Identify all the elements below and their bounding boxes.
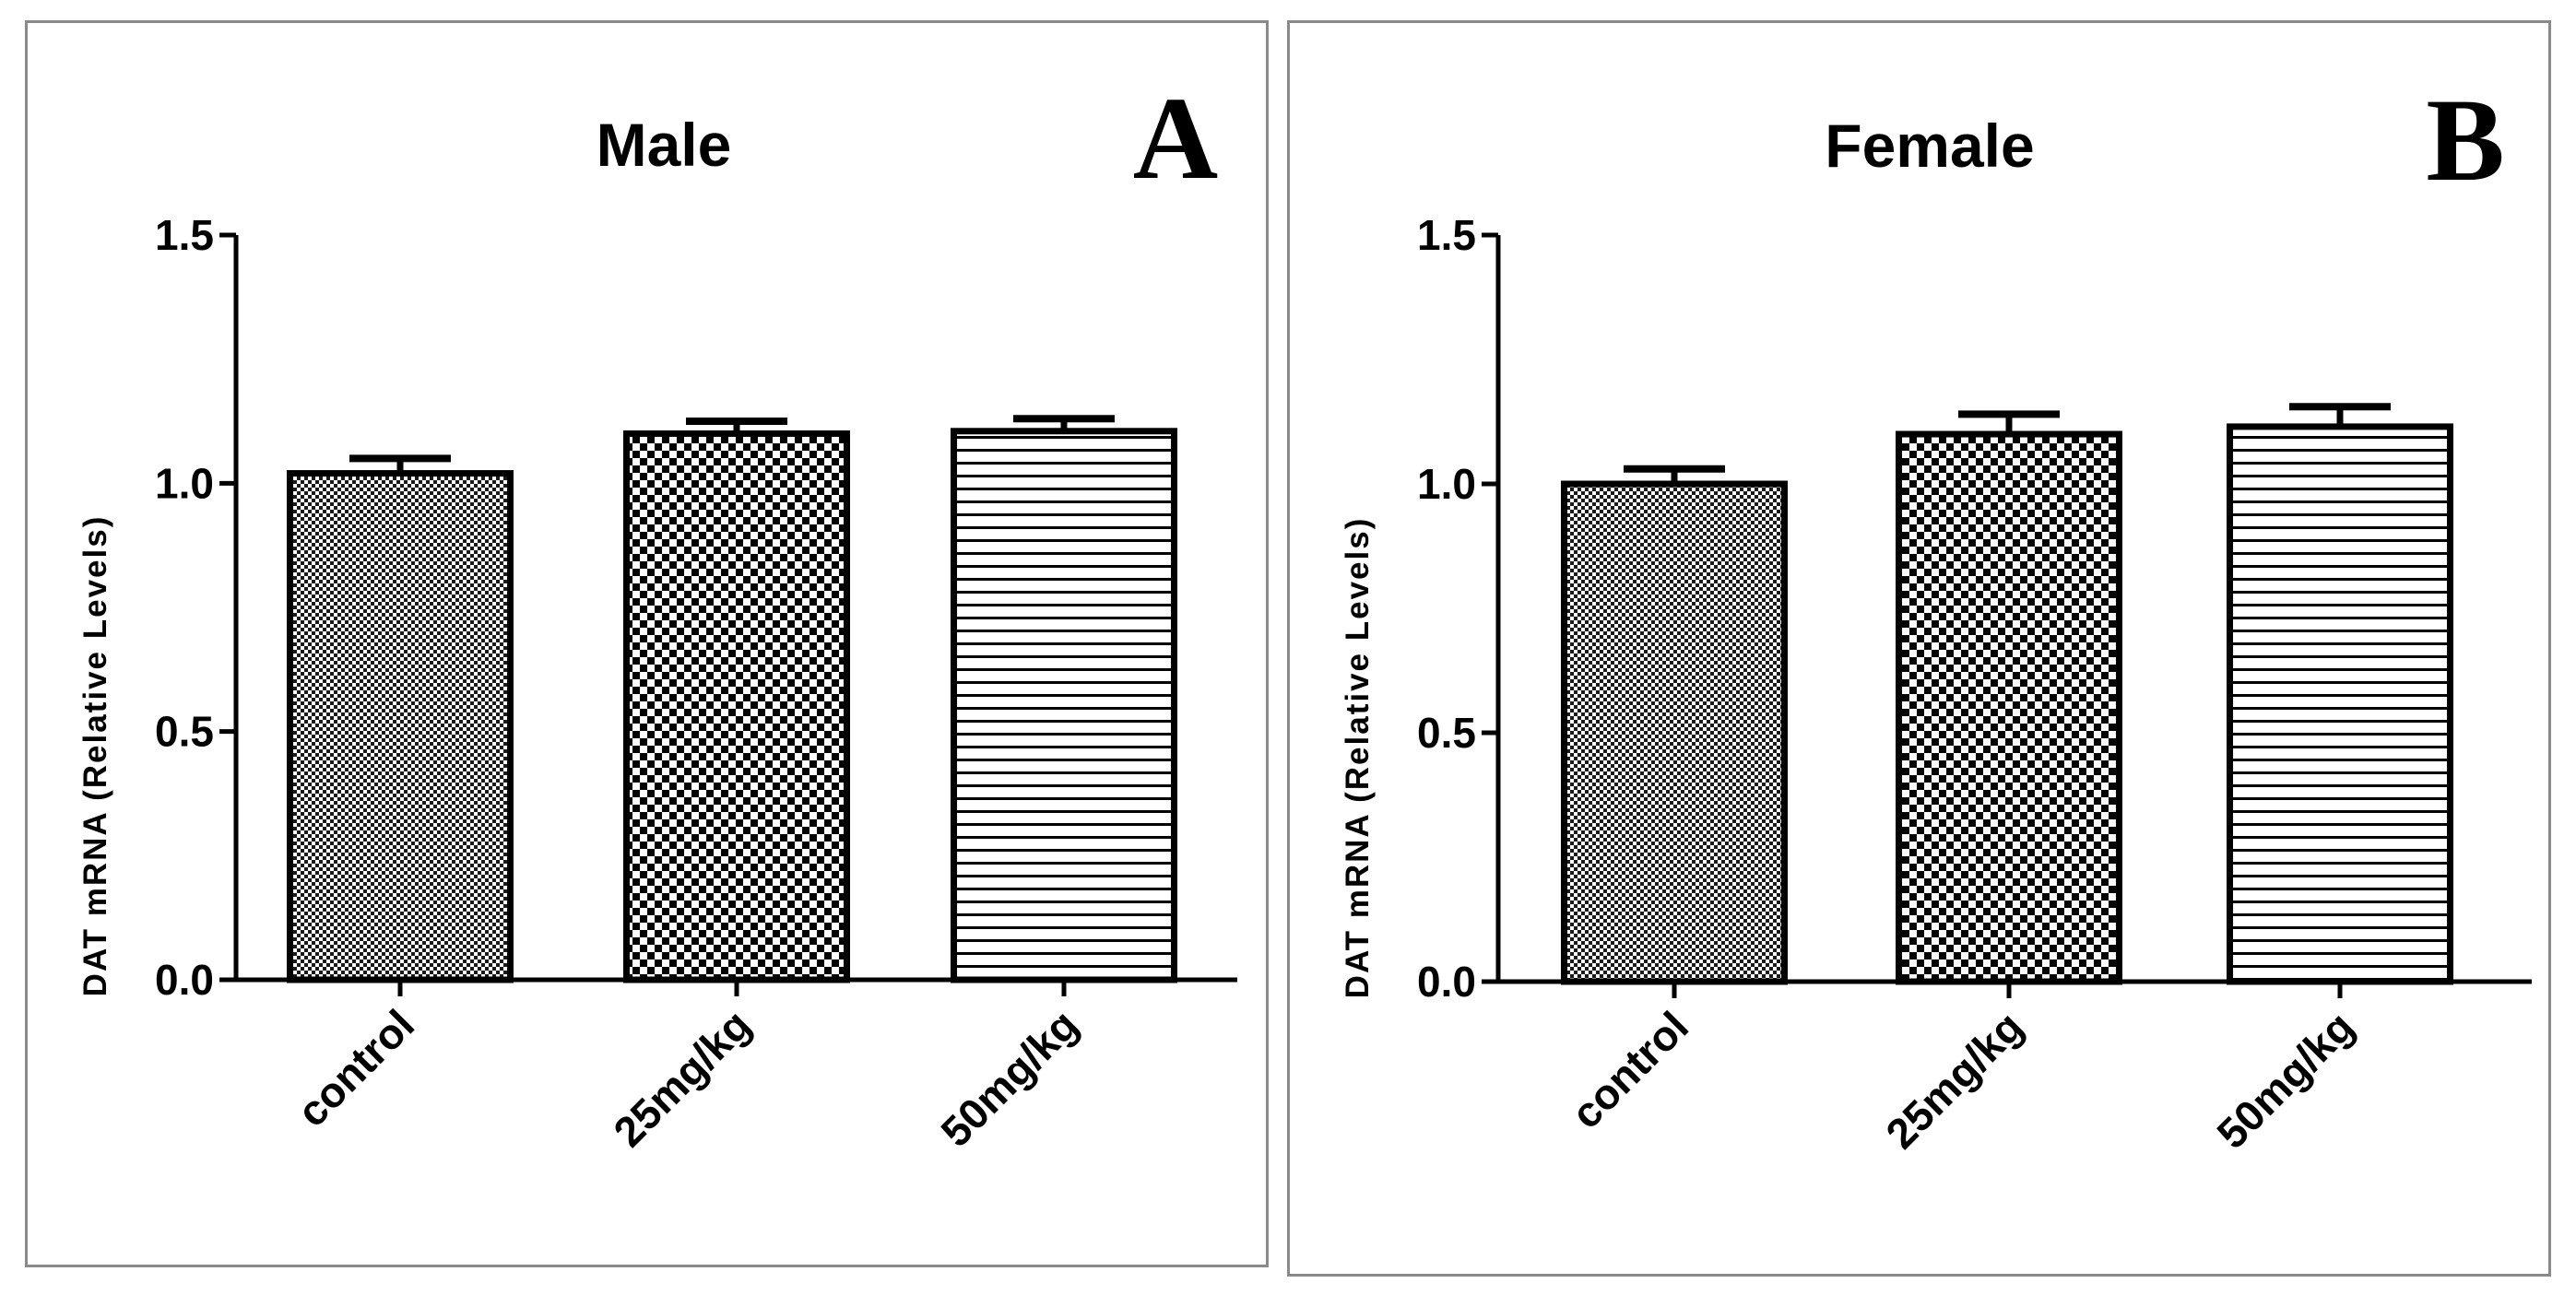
bars-group (287, 415, 1177, 983)
chart-title: Female (1825, 112, 2034, 180)
x-tick-label: control (1562, 1002, 1697, 1137)
bar-control (1561, 480, 1788, 985)
bar-50mg-kg (951, 428, 1177, 983)
panel-letter: B (2426, 75, 2504, 206)
chart-title: Male (597, 111, 732, 179)
panel-female: Female B DAT mRNA (Relative Levels) 0.0 0… (1287, 20, 2551, 1277)
y-tick-label: 1.0 (1417, 460, 1476, 508)
male-chart: Male A DAT mRNA (Relative Levels) 0.0 0.5… (77, 73, 1237, 1156)
female-chart: Female B DAT mRNA (Relative Levels) 0.0 0… (1340, 75, 2532, 1158)
bar-50mg-kg (2227, 423, 2453, 985)
y-axis-label: DAT mRNA (Relative Levels) (1340, 517, 1376, 999)
x-tick-label: control (288, 1000, 423, 1136)
bar-25mg-kg (1896, 430, 2122, 985)
bar-control (287, 470, 514, 983)
bar-25mg-kg (623, 430, 850, 983)
x-tick-label: 50mg/kg (2207, 1002, 2363, 1158)
x-tick-label: 25mg/kg (1876, 1002, 2032, 1158)
bars-group (1561, 403, 2453, 985)
y-tick-label: 1.0 (155, 459, 214, 507)
panel-letter: A (1133, 73, 1218, 204)
y-axis-label: DAT mRNA (Relative Levels) (77, 515, 113, 997)
x-tick-label: 50mg/kg (931, 1000, 1087, 1156)
panel-male: Male A DAT mRNA (Relative Levels) 0.0 0.5… (25, 20, 1269, 1267)
x-tick-label: 25mg/kg (604, 1000, 760, 1156)
y-tick-label: 1.5 (1417, 211, 1476, 259)
y-tick-label: 0.0 (1417, 958, 1476, 1006)
y-tick-label: 0.5 (155, 708, 214, 756)
y-tick-label: 0.0 (155, 956, 214, 1004)
y-tick-label: 0.5 (1417, 709, 1476, 757)
y-tick-label: 1.5 (155, 211, 214, 259)
